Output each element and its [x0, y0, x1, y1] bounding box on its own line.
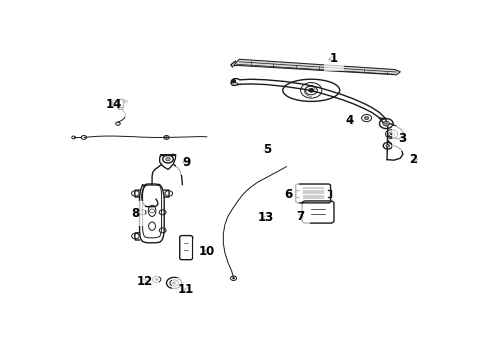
Text: 7: 7 — [295, 210, 304, 223]
Text: 10: 10 — [199, 244, 215, 258]
Text: 6: 6 — [284, 188, 292, 201]
Circle shape — [155, 278, 158, 280]
Circle shape — [165, 136, 167, 138]
Circle shape — [385, 144, 389, 147]
Circle shape — [232, 278, 234, 279]
Circle shape — [231, 80, 235, 83]
Text: 1: 1 — [327, 52, 337, 65]
Circle shape — [389, 133, 392, 135]
Circle shape — [364, 116, 368, 120]
Text: 9: 9 — [182, 156, 190, 169]
Text: 13: 13 — [257, 211, 273, 224]
Text: 14: 14 — [106, 98, 122, 111]
Polygon shape — [233, 59, 400, 75]
Circle shape — [172, 282, 175, 284]
Text: 11: 11 — [178, 283, 194, 296]
Circle shape — [308, 89, 313, 92]
Circle shape — [165, 157, 170, 161]
Text: 5: 5 — [263, 143, 271, 157]
Text: 2: 2 — [408, 153, 417, 166]
Text: 4: 4 — [345, 114, 352, 127]
Text: 12: 12 — [136, 275, 152, 288]
Text: 3: 3 — [397, 132, 406, 145]
Text: 8: 8 — [131, 207, 139, 220]
Circle shape — [382, 121, 389, 126]
